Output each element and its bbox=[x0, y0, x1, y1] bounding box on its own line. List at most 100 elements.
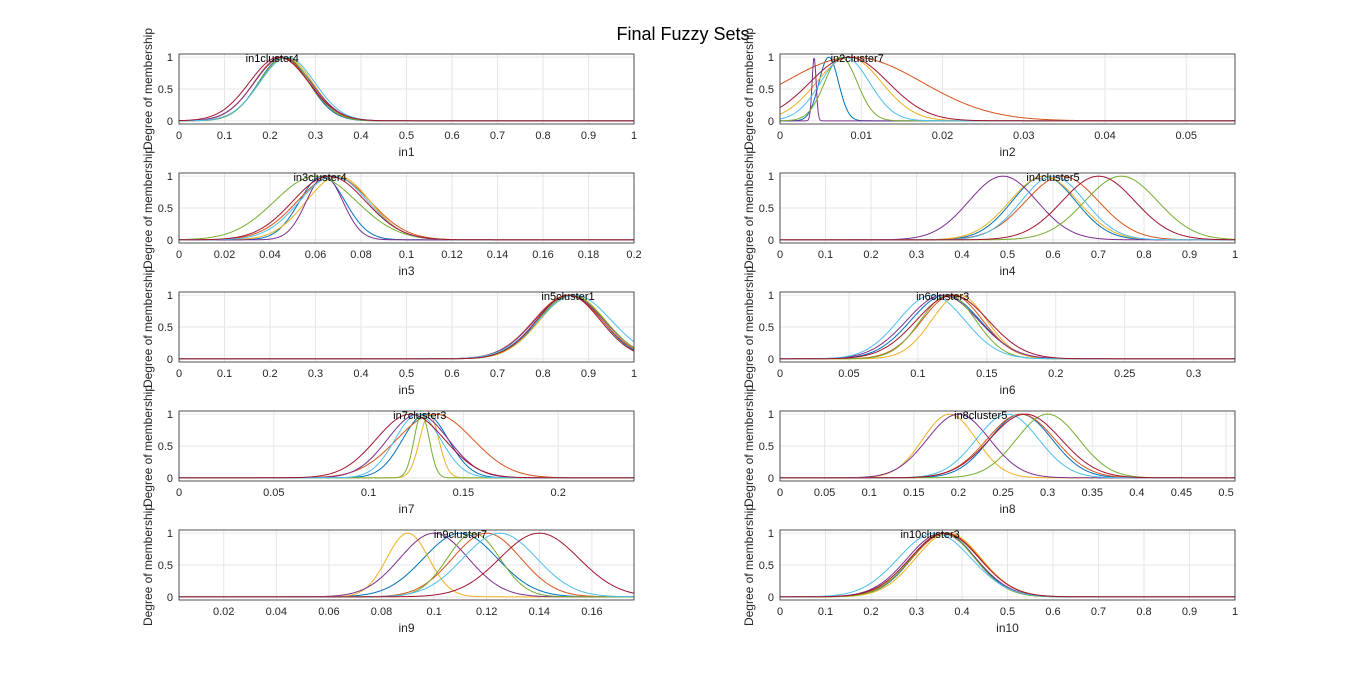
x-tick-label: 0.8 bbox=[1136, 606, 1151, 618]
x-tick-label: 0.15 bbox=[453, 487, 474, 499]
y-tick-label: 1 bbox=[768, 171, 774, 183]
y-tick-label: 0.5 bbox=[158, 560, 173, 572]
y-axis-label: Degree of membership bbox=[141, 385, 155, 507]
x-tick-label: 0.2 bbox=[626, 249, 641, 261]
membership-curve bbox=[780, 413, 1235, 479]
x-tick-label: 0.18 bbox=[578, 249, 599, 261]
axes-box bbox=[779, 410, 1236, 482]
y-tick-label: 0.5 bbox=[759, 322, 774, 334]
y-tick-label: 1 bbox=[768, 409, 774, 421]
y-axis-label: Degree of membership bbox=[742, 28, 756, 150]
y-axis-label: Degree of membership bbox=[742, 147, 756, 269]
subplot-in2: 0 0.01 0.02 0.03 0.04 0.05 0 0.5 1 in2cluster7 in2… bbox=[742, 28, 1236, 159]
y-tick-label: 0.5 bbox=[759, 84, 774, 96]
x-tick-label: 0 bbox=[777, 487, 783, 499]
x-tick-label: 0.03 bbox=[1013, 130, 1034, 142]
x-tick-label: 0.05 bbox=[814, 487, 835, 499]
curves bbox=[179, 175, 634, 241]
x-tick-label: 0.1 bbox=[217, 368, 232, 380]
x-axis-label: in4 bbox=[999, 264, 1015, 278]
x-tick-label: 0.4 bbox=[954, 606, 969, 618]
axes-box bbox=[178, 529, 635, 601]
y-tick-label: 0.5 bbox=[759, 203, 774, 215]
membership-curve bbox=[179, 56, 634, 122]
y-tick-label: 0 bbox=[768, 235, 774, 247]
x-tick-label: 1 bbox=[1232, 249, 1238, 261]
x-axis-label: in8 bbox=[999, 502, 1015, 516]
figure-title: Final Fuzzy Sets bbox=[616, 24, 749, 44]
x-tick-label: 0.16 bbox=[532, 249, 553, 261]
y-tick-label: 0 bbox=[167, 116, 173, 128]
mf-label: in1cluster4 bbox=[246, 53, 299, 65]
x-tick-label: 0 bbox=[176, 487, 182, 499]
x-tick-label: 0.5 bbox=[1000, 249, 1015, 261]
membership-curve bbox=[179, 532, 634, 598]
y-axis-label: Degree of membership bbox=[742, 504, 756, 626]
membership-curve bbox=[780, 56, 1235, 122]
x-tick-label: 0.8 bbox=[535, 368, 550, 380]
y-tick-label: 0.5 bbox=[158, 322, 173, 334]
x-tick-label: 0.4 bbox=[954, 249, 969, 261]
x-tick-label: 0.04 bbox=[266, 606, 287, 618]
membership-curve bbox=[179, 413, 634, 479]
x-tick-label: 0 bbox=[777, 606, 783, 618]
y-tick-label: 1 bbox=[167, 290, 173, 302]
x-tick-label: 0.02 bbox=[214, 249, 235, 261]
x-tick-label: 0.08 bbox=[371, 606, 392, 618]
curves bbox=[179, 294, 634, 360]
axes-box bbox=[779, 172, 1236, 244]
x-tick-label: 0.4 bbox=[353, 368, 368, 380]
x-tick-label: 0.1 bbox=[818, 249, 833, 261]
membership-curve bbox=[179, 294, 634, 360]
x-tick-label: 0.2 bbox=[262, 368, 277, 380]
x-tick-label: 0.1 bbox=[910, 368, 925, 380]
mf-label: in8cluster5 bbox=[954, 410, 1007, 422]
y-tick-label: 0 bbox=[768, 592, 774, 604]
x-axis-label: in10 bbox=[996, 621, 1019, 635]
x-tick-label: 0.5 bbox=[399, 130, 414, 142]
x-tick-label: 0.2 bbox=[951, 487, 966, 499]
axes-box bbox=[779, 291, 1236, 363]
x-tick-label: 0.3 bbox=[308, 368, 323, 380]
membership-curve bbox=[780, 532, 1235, 598]
x-tick-label: 0.3 bbox=[1186, 368, 1201, 380]
x-tick-label: 0.3 bbox=[909, 606, 924, 618]
membership-curve bbox=[780, 175, 1235, 241]
curves bbox=[780, 175, 1235, 241]
x-axis-label: in5 bbox=[398, 383, 414, 397]
x-tick-label: 0.9 bbox=[1182, 249, 1197, 261]
x-tick-label: 0.25 bbox=[992, 487, 1013, 499]
x-axis-label: in7 bbox=[398, 502, 414, 516]
axes-box bbox=[178, 410, 635, 482]
axes-box bbox=[178, 291, 635, 363]
x-tick-label: 0.12 bbox=[441, 249, 462, 261]
x-tick-label: 0.05 bbox=[1176, 130, 1197, 142]
subplot-in5: 0 0.1 0.2 0.3 0.4 0.5 0.6 0.7 0.8 0.9 1 0 0.5 1 in5clu… bbox=[141, 266, 637, 397]
x-tick-label: 0.2 bbox=[551, 487, 566, 499]
x-tick-label: 0.14 bbox=[529, 606, 550, 618]
x-tick-label: 0 bbox=[176, 130, 182, 142]
x-tick-label: 0.5 bbox=[399, 368, 414, 380]
x-tick-label: 0 bbox=[176, 368, 182, 380]
x-tick-label: 0.8 bbox=[1136, 249, 1151, 261]
x-tick-label: 0.2 bbox=[863, 606, 878, 618]
mf-label: in6cluster3 bbox=[916, 291, 969, 303]
x-tick-label: 0.1 bbox=[399, 249, 414, 261]
x-tick-label: 0.45 bbox=[1171, 487, 1192, 499]
y-tick-label: 0.5 bbox=[158, 203, 173, 215]
x-tick-label: 0.6 bbox=[1045, 606, 1060, 618]
x-tick-label: 0.15 bbox=[903, 487, 924, 499]
subplot-in6: 0 0.05 0.1 0.15 0.2 0.25 0.3 0 0.5 1 in6cluster3 in… bbox=[742, 266, 1236, 397]
x-tick-label: 0 bbox=[777, 368, 783, 380]
x-tick-label: 0.5 bbox=[1218, 487, 1233, 499]
y-tick-label: 1 bbox=[768, 528, 774, 540]
subplot-in7: 0 0.05 0.1 0.15 0.2 0 0.5 1 in7cluster3 in7 Degree… bbox=[141, 385, 635, 516]
subplot-in8: 0 0.05 0.1 0.15 0.2 0.25 0.3 0.35 0.4 0.45 0.5 0 0.5… bbox=[742, 385, 1236, 516]
x-tick-label: 0.8 bbox=[535, 130, 550, 142]
mf-label: in7cluster3 bbox=[393, 410, 446, 422]
x-tick-label: 0.4 bbox=[1129, 487, 1144, 499]
y-tick-label: 1 bbox=[167, 52, 173, 64]
x-tick-label: 0.01 bbox=[851, 130, 872, 142]
x-tick-label: 0.9 bbox=[581, 368, 596, 380]
x-tick-label: 0 bbox=[777, 249, 783, 261]
